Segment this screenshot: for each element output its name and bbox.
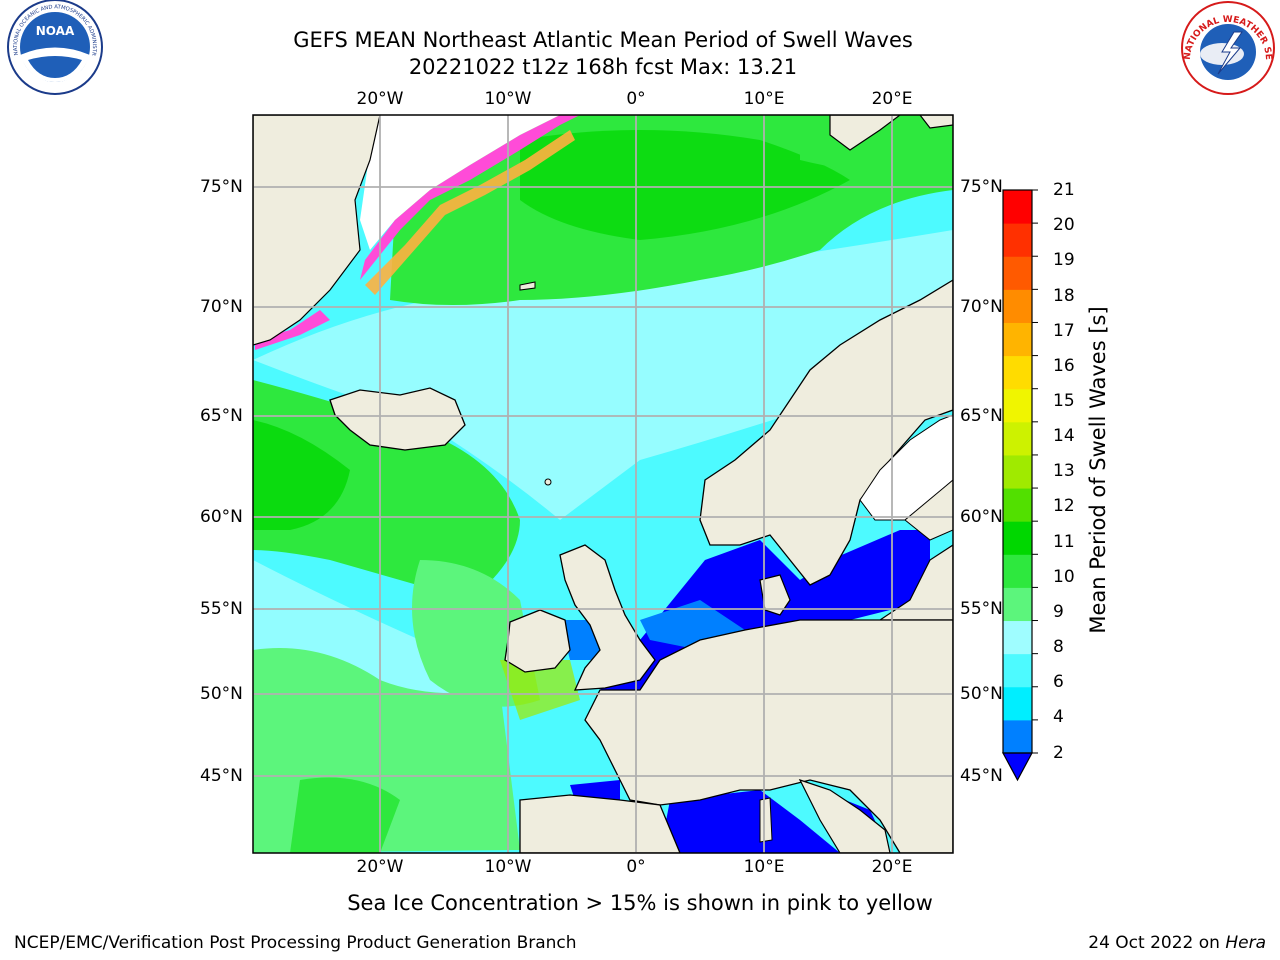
colorbar-tick-label: 16	[1053, 356, 1075, 376]
colorbar-segment	[1003, 488, 1032, 522]
colorbar-segment	[1003, 686, 1032, 721]
colorbar-tick-label: 15	[1053, 391, 1075, 411]
colorbar-tick-label: 14	[1053, 426, 1075, 446]
colorbar-tick-label: 8	[1053, 637, 1064, 657]
lat-label-left: 70°N	[200, 297, 243, 317]
colorbar-segment	[1003, 223, 1032, 257]
svg-text:NOAA: NOAA	[36, 24, 75, 38]
colorbar-segment	[1003, 554, 1032, 588]
lat-label-right: 65°N	[960, 406, 1003, 426]
lat-label-left: 65°N	[200, 406, 243, 426]
colorbar-tick-label: 10	[1053, 567, 1075, 587]
noaa-logo-icon: NOAA NATIONAL OCEANIC AND ATMOSPHERIC AD…	[0, 0, 103, 95]
lat-label-right: 70°N	[960, 297, 1003, 317]
map-gridlines	[253, 115, 953, 853]
lon-label-bottom: 0°	[626, 857, 646, 877]
colorbar-under-arrow	[1001, 752, 1034, 782]
colorbar-tick-label: 17	[1053, 321, 1075, 341]
lat-label-left: 50°N	[200, 684, 243, 704]
svg-text:NATIONAL WEATHER SERVICE: NATIONAL WEATHER SERVICE	[0, 0, 1273, 60]
colorbar-title: Mean Period of Swell Waves [s]	[1086, 306, 1110, 634]
sea-ice-note: Sea Ice Concentration > 15% is shown in …	[347, 891, 933, 915]
colorbar-segment	[1003, 256, 1032, 290]
lon-label-bottom: 20°E	[871, 857, 913, 877]
lon-label-top: 20°E	[871, 89, 913, 109]
lat-label-right: 60°N	[960, 507, 1003, 527]
colorbar-segment	[1003, 620, 1032, 655]
colorbar-tick-label: 2	[1053, 743, 1064, 763]
credit-branch: NCEP/EMC/Verification Post Processing Pr…	[14, 933, 577, 953]
colorbar-frame	[1002, 189, 1033, 754]
colorbar-segment	[1003, 653, 1032, 688]
lat-label-left: 55°N	[200, 599, 243, 619]
colorbar-tick-label: 11	[1053, 532, 1075, 552]
lat-label-right: 55°N	[960, 599, 1003, 619]
colorbar-tick-label: 21	[1053, 180, 1075, 200]
colorbar-segment	[1003, 388, 1032, 423]
lon-label-top: 20°W	[356, 89, 404, 109]
lon-label-top: 10°W	[484, 89, 532, 109]
colorbar-segment	[1003, 587, 1032, 622]
credit-date: 24 Oct 2022 on Hera	[1088, 933, 1266, 953]
colorbar-tick-label: 6	[1053, 672, 1064, 692]
colorbar-segment	[1003, 521, 1032, 555]
colorbar-tick-label: 19	[1053, 250, 1075, 270]
credit-system: Hera	[1225, 933, 1266, 953]
colorbar-segment	[1003, 421, 1032, 456]
lon-label-bottom: 10°E	[743, 857, 785, 877]
colorbar-segment	[1003, 355, 1032, 390]
credit-date-text: 24 Oct 2022 on	[1088, 933, 1226, 953]
lat-label-left: 60°N	[200, 507, 243, 527]
nws-logo-icon: NATIONAL WEATHER SERVICE	[0, 0, 1275, 95]
map-subtitle: 20221022 t12z 168h fcst Max: 13.21	[408, 55, 798, 79]
colorbar-segment	[1003, 454, 1032, 489]
colorbar-tick-label: 4	[1053, 707, 1064, 727]
colorbar-segment	[1003, 719, 1032, 754]
lon-label-bottom: 10°W	[484, 857, 532, 877]
colorbar-segment	[1003, 190, 1032, 224]
colorbar-tick-label: 20	[1053, 215, 1075, 235]
colorbar-segment	[1003, 322, 1032, 357]
lon-label-top: 0°	[626, 89, 646, 109]
colorbar-tick-label: 9	[1053, 602, 1064, 622]
map-frame	[252, 114, 954, 854]
lat-label-left: 75°N	[200, 177, 243, 197]
lat-label-right: 45°N	[960, 766, 1003, 786]
colorbar-tick-label: 13	[1053, 461, 1075, 481]
lat-label-right: 50°N	[960, 684, 1003, 704]
colorbar-tick-label: 12	[1053, 496, 1075, 516]
colorbar-tick-label: 18	[1053, 286, 1075, 306]
lon-label-bottom: 20°W	[356, 857, 404, 877]
lat-label-left: 45°N	[200, 766, 243, 786]
colorbar	[1001, 189, 1038, 782]
lon-label-top: 10°E	[743, 89, 785, 109]
lat-label-right: 75°N	[960, 177, 1003, 197]
colorbar-segment	[1003, 289, 1032, 323]
map-title: GEFS MEAN Northeast Atlantic Mean Period…	[293, 28, 913, 52]
map-area	[253, 115, 953, 853]
